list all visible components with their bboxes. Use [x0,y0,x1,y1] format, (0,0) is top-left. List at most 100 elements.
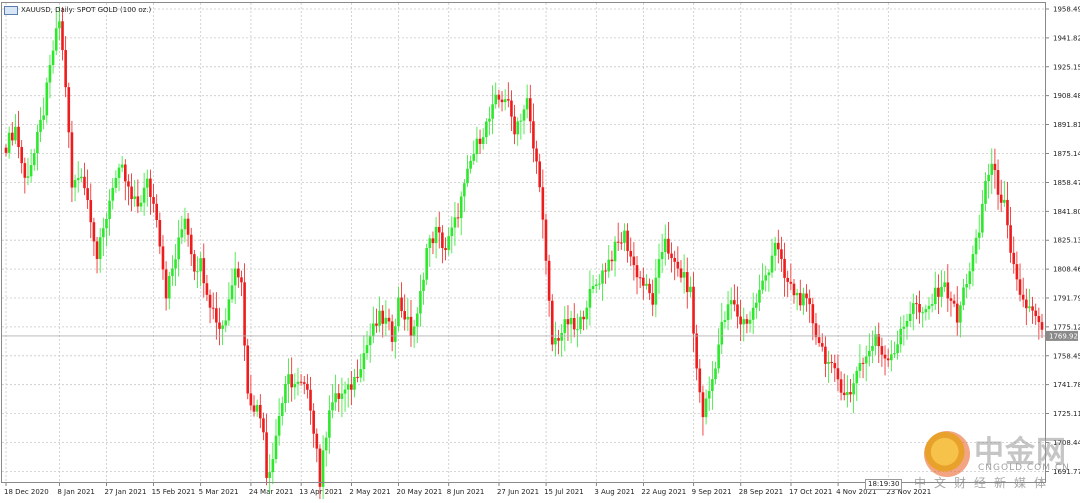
bear-candle [500,99,504,103]
bull-candle [58,21,61,29]
bull-candle [428,238,432,249]
bull-candle [576,329,579,331]
bull-candle [224,320,228,326]
bear-candle [566,319,570,325]
y-tick-label: 1875.14 [1053,150,1080,158]
y-tick-label: 1858.47 [1053,179,1080,187]
bear-candle [444,248,447,251]
bull-candle [522,109,526,121]
bear-candle [635,265,639,278]
bear-candle [1031,306,1034,311]
bull-candle [54,28,58,51]
bear-candle [880,346,884,355]
bear-candle [789,281,793,284]
bull-candle [111,187,115,201]
bull-candle [359,369,363,378]
bear-candle [792,283,796,296]
bull-candle [855,370,859,384]
bear-candle [136,196,140,207]
bull-candle [607,259,611,272]
bull-candle [908,313,912,321]
bull-candle [365,345,369,354]
bear-candle [805,293,808,299]
bull-candle [39,119,42,132]
bull-candle [393,326,397,342]
bear-candle [1040,322,1044,330]
bear-candle [17,126,20,148]
bear-candle [193,254,196,272]
bull-candle [871,345,874,351]
bull-candle [284,383,287,404]
y-tick-label: 1825.13 [1053,237,1080,245]
x-tick-label: 23 Nov 2021 [886,488,931,496]
bull-candle [773,242,777,256]
bull-candle [933,287,937,305]
bull-candle [32,153,36,166]
bear-candle [155,203,158,220]
x-tick-label: 9 Sep 2021 [692,488,732,496]
bull-candle [463,183,466,197]
bear-candle [130,186,133,200]
bear-candle [23,163,27,178]
bull-candle [481,137,485,144]
bull-candle [102,228,105,238]
bear-candle [61,21,64,51]
y-tick-label: 1925.15 [1053,63,1080,71]
bull-candle [422,279,425,292]
bull-candle [415,313,419,327]
bear-candle [544,219,548,261]
bear-candle [676,261,680,269]
bear-candle [95,241,99,260]
bear-candle [550,300,554,345]
bull-candle [591,286,595,289]
bear-candle [390,321,394,342]
bear-candle [249,393,253,406]
bull-candle [145,178,149,188]
bear-candle [993,163,997,171]
bear-candle [736,304,739,317]
bear-candle [673,258,676,262]
bear-candle [535,148,538,162]
bull-candle [689,286,692,293]
bull-candle [233,268,237,286]
bear-candle [237,268,240,278]
bull-candle [459,196,463,219]
bear-candle [698,368,702,393]
bear-candle [246,345,250,394]
bull-candle [748,319,752,324]
bear-candle [89,200,93,223]
x-tick-label: 15 Jul 2021 [544,488,584,496]
y-tick-label: 1758.45 [1053,352,1080,360]
bull-candle [585,307,589,320]
bull-candle [968,271,972,285]
x-tick-label: 13 Apr 2021 [299,488,342,496]
bear-candle [745,319,749,324]
bear-candle [1034,310,1038,317]
plot-frame [1,2,1046,483]
y-tick-label: 1841.80 [1053,208,1080,216]
bull-candle [397,297,400,327]
bull-candle [729,300,733,305]
chart-window-icon [4,5,18,15]
bear-candle [648,283,651,294]
bear-candle [92,222,96,242]
bull-candle [331,402,334,411]
bull-candle [139,202,143,207]
bull-candle [890,354,893,361]
bear-candle [616,241,620,243]
bear-candle [431,238,435,244]
chart-title: XAUUSD, Daily: SPOT GOLD (100 oz.) [4,4,151,16]
bear-candle [883,354,887,359]
bear-candle [946,282,950,299]
bear-candle [252,405,256,412]
bull-candle [271,459,275,473]
bear-candle [626,230,629,251]
bear-candle [739,316,742,325]
bull-candle [911,303,915,314]
bear-candle [409,316,413,336]
bull-candle [560,332,563,341]
bear-candle [86,188,89,201]
watermark-brand: 中金网 [974,435,1067,470]
bull-candle [277,416,281,436]
